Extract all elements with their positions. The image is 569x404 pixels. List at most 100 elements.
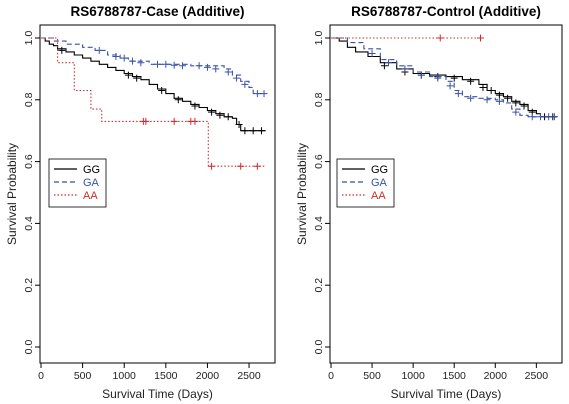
x-tick-label: 500 <box>363 370 381 382</box>
censor-mark <box>112 53 120 61</box>
censor-mark <box>124 71 132 79</box>
series-ga <box>41 37 268 98</box>
censor-mark <box>191 117 199 125</box>
y-tick-label: 0.8 <box>313 92 325 107</box>
censor-mark <box>233 74 241 82</box>
censor-mark <box>95 46 103 54</box>
plot-frame <box>329 24 563 364</box>
x-axis-label: Survival Time (Days) <box>391 387 502 401</box>
x-tick-label: 1500 <box>443 370 467 382</box>
y-tick-label: 0.0 <box>23 340 35 355</box>
x-tick-label: 0 <box>328 370 334 382</box>
series-line-ga <box>331 37 557 118</box>
censor-mark <box>253 162 261 170</box>
chart-title: RS6788787-Control (Additive) <box>351 4 541 19</box>
censor-mark <box>467 77 475 85</box>
censor-mark <box>380 62 388 70</box>
censor-mark <box>224 68 232 76</box>
y-tick-label: 1.0 <box>23 31 35 46</box>
legend-label-aa: AA <box>371 190 386 202</box>
x-axis-label: Survival Time (Days) <box>102 387 213 401</box>
censor-mark <box>174 96 182 104</box>
censor-mark <box>454 90 462 98</box>
x-tick-label: 2000 <box>196 370 220 382</box>
x-tick-label: 1000 <box>401 370 425 382</box>
legend-box <box>48 158 107 208</box>
censor-mark <box>368 49 376 57</box>
legend-label-ga: GA <box>83 177 100 189</box>
y-axis-label: Survival Probability <box>5 143 19 245</box>
censor-mark <box>241 80 249 88</box>
censor-mark <box>450 74 458 82</box>
censor-mark <box>129 57 137 65</box>
y-tick-label: 0.8 <box>23 92 35 107</box>
y-tick-label: 1.0 <box>313 31 325 46</box>
censor-mark <box>208 162 216 170</box>
censor-mark <box>446 82 454 90</box>
y-tick-label: 0.0 <box>313 340 325 355</box>
y-tick-label: 0.4 <box>313 216 325 231</box>
censor-mark <box>170 117 178 125</box>
chart-panel-2: RS6788787-Control (Additive) 0 500 1000 1500… <box>295 4 563 401</box>
censor-mark <box>203 63 211 71</box>
x-tick-label: 1000 <box>113 370 137 382</box>
series-line-gg <box>331 37 557 118</box>
censor-mark <box>235 121 243 129</box>
x-tick-label: 2500 <box>237 370 261 382</box>
legend-label-gg: GG <box>83 164 100 176</box>
censor-mark <box>434 74 442 82</box>
censor-mark <box>241 127 249 135</box>
x-tick-label: 0 <box>38 370 44 382</box>
censor-mark <box>249 127 257 135</box>
censor-mark <box>258 127 266 135</box>
legend-label-gg: GG <box>371 164 388 176</box>
censor-mark <box>385 59 392 67</box>
censor-mark <box>58 46 66 54</box>
censor-mark <box>154 60 161 68</box>
censor-mark <box>401 65 409 73</box>
censor-mark <box>467 94 475 102</box>
series-gg <box>41 37 266 135</box>
censor-mark <box>436 34 444 42</box>
y-tick-label: 0.2 <box>313 278 325 293</box>
y-tick-label: 0.2 <box>23 278 35 293</box>
censor-mark <box>520 102 528 110</box>
censor-mark <box>195 62 203 70</box>
y-tick-label: 0.4 <box>23 216 35 231</box>
censor-mark <box>504 94 512 102</box>
censor-mark <box>216 111 224 119</box>
censor-mark <box>208 108 216 116</box>
legend-label-ga: GA <box>371 177 388 189</box>
censor-mark <box>162 60 170 68</box>
censor-mark <box>483 96 491 104</box>
censor-mark <box>191 102 199 110</box>
series-aa <box>331 34 484 42</box>
censor-mark <box>170 61 178 69</box>
censor-mark <box>495 91 503 99</box>
censor-mark <box>417 71 425 79</box>
series-line-gg <box>41 37 266 132</box>
series-ga <box>331 37 558 121</box>
censor-mark <box>120 54 128 62</box>
y-tick-label: 0.6 <box>23 154 35 169</box>
censor-mark <box>512 99 520 107</box>
censor-mark <box>536 113 544 121</box>
censor-mark <box>142 117 150 125</box>
censor-mark <box>477 34 484 42</box>
censor-mark <box>479 83 487 91</box>
x-tick-label: 2500 <box>525 370 549 382</box>
plot-frame <box>39 24 276 364</box>
y-tick-label: 0.6 <box>313 154 325 169</box>
x-tick-label: 2000 <box>484 370 508 382</box>
censor-mark <box>137 59 145 67</box>
censor-mark <box>224 113 232 121</box>
censor-mark <box>253 90 261 98</box>
censor-mark <box>133 74 141 82</box>
censor-mark <box>495 97 503 105</box>
chart-panel-1: RS6788787-Case (Additive) 0 500 1000 1500 200… <box>5 4 276 401</box>
series-line-ga <box>41 37 266 95</box>
series-aa <box>41 37 266 170</box>
